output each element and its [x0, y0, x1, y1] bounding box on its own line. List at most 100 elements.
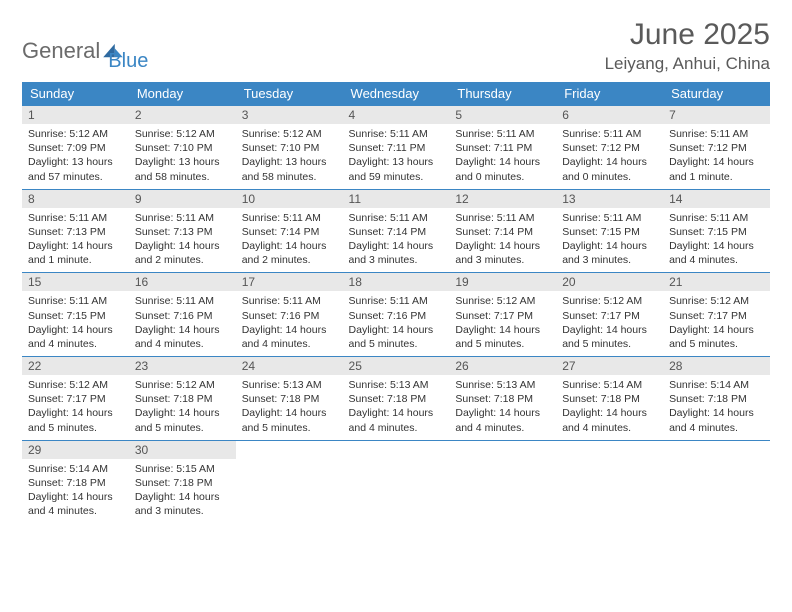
daylight-line: Daylight: 14 hours and 4 minutes. [562, 406, 657, 434]
sunset-line: Sunset: 7:13 PM [28, 225, 123, 239]
sunrise-line: Sunrise: 5:11 AM [349, 294, 444, 308]
daylight-line: Daylight: 14 hours and 4 minutes. [455, 406, 550, 434]
weekday-col-5: Friday [556, 82, 663, 106]
sunset-line: Sunset: 7:18 PM [135, 392, 230, 406]
day-number: 6 [556, 106, 663, 124]
sunset-line: Sunset: 7:16 PM [349, 309, 444, 323]
day-number: 3 [236, 106, 343, 124]
sunset-line: Sunset: 7:17 PM [28, 392, 123, 406]
calendar-cell: 25Sunrise: 5:13 AMSunset: 7:18 PMDayligh… [343, 357, 450, 441]
daylight-line: Daylight: 14 hours and 4 minutes. [349, 406, 444, 434]
sunset-line: Sunset: 7:11 PM [455, 141, 550, 155]
day-number: 22 [22, 357, 129, 375]
day-number: 17 [236, 273, 343, 291]
day-details: Sunrise: 5:11 AMSunset: 7:16 PMDaylight:… [343, 291, 450, 356]
calendar-cell: 18Sunrise: 5:11 AMSunset: 7:16 PMDayligh… [343, 273, 450, 357]
calendar-cell: 23Sunrise: 5:12 AMSunset: 7:18 PMDayligh… [129, 357, 236, 441]
day-number: 29 [22, 441, 129, 459]
sunset-line: Sunset: 7:10 PM [242, 141, 337, 155]
day-details: Sunrise: 5:11 AMSunset: 7:16 PMDaylight:… [236, 291, 343, 356]
daylight-line: Daylight: 14 hours and 5 minutes. [349, 323, 444, 351]
sunrise-line: Sunrise: 5:13 AM [242, 378, 337, 392]
calendar-cell [663, 440, 770, 523]
day-details: Sunrise: 5:11 AMSunset: 7:12 PMDaylight:… [556, 124, 663, 189]
day-number: 15 [22, 273, 129, 291]
day-number: 1 [22, 106, 129, 124]
calendar-cell: 27Sunrise: 5:14 AMSunset: 7:18 PMDayligh… [556, 357, 663, 441]
calendar-cell: 30Sunrise: 5:15 AMSunset: 7:18 PMDayligh… [129, 440, 236, 523]
calendar-cell: 10Sunrise: 5:11 AMSunset: 7:14 PMDayligh… [236, 189, 343, 273]
sunrise-line: Sunrise: 5:11 AM [455, 127, 550, 141]
sunset-line: Sunset: 7:15 PM [28, 309, 123, 323]
sunrise-line: Sunrise: 5:11 AM [242, 211, 337, 225]
weekday-col-6: Saturday [663, 82, 770, 106]
calendar-cell [236, 440, 343, 523]
sunset-line: Sunset: 7:13 PM [135, 225, 230, 239]
calendar-body: 1Sunrise: 5:12 AMSunset: 7:09 PMDaylight… [22, 106, 770, 523]
sunrise-line: Sunrise: 5:12 AM [242, 127, 337, 141]
logo-word-2: Blue [108, 50, 148, 73]
sunrise-line: Sunrise: 5:13 AM [349, 378, 444, 392]
calendar-cell: 19Sunrise: 5:12 AMSunset: 7:17 PMDayligh… [449, 273, 556, 357]
daylight-line: Daylight: 13 hours and 59 minutes. [349, 155, 444, 183]
sunrise-line: Sunrise: 5:12 AM [28, 378, 123, 392]
day-details: Sunrise: 5:12 AMSunset: 7:17 PMDaylight:… [449, 291, 556, 356]
month-title: June 2025 [605, 18, 770, 52]
day-details: Sunrise: 5:12 AMSunset: 7:10 PMDaylight:… [129, 124, 236, 189]
calendar-cell [449, 440, 556, 523]
day-details: Sunrise: 5:13 AMSunset: 7:18 PMDaylight:… [343, 375, 450, 440]
day-details: Sunrise: 5:14 AMSunset: 7:18 PMDaylight:… [22, 459, 129, 524]
day-number: 13 [556, 190, 663, 208]
sunset-line: Sunset: 7:12 PM [669, 141, 764, 155]
title-block: June 2025 Leiyang, Anhui, China [605, 18, 770, 74]
day-number: 28 [663, 357, 770, 375]
day-details: Sunrise: 5:14 AMSunset: 7:18 PMDaylight:… [556, 375, 663, 440]
daylight-line: Daylight: 14 hours and 5 minutes. [562, 323, 657, 351]
calendar-cell: 17Sunrise: 5:11 AMSunset: 7:16 PMDayligh… [236, 273, 343, 357]
sunrise-line: Sunrise: 5:12 AM [455, 294, 550, 308]
calendar-cell: 16Sunrise: 5:11 AMSunset: 7:16 PMDayligh… [129, 273, 236, 357]
sunrise-line: Sunrise: 5:11 AM [28, 211, 123, 225]
sunrise-line: Sunrise: 5:11 AM [28, 294, 123, 308]
sunset-line: Sunset: 7:17 PM [455, 309, 550, 323]
calendar-cell: 8Sunrise: 5:11 AMSunset: 7:13 PMDaylight… [22, 189, 129, 273]
daylight-line: Daylight: 14 hours and 5 minutes. [28, 406, 123, 434]
day-details: Sunrise: 5:11 AMSunset: 7:16 PMDaylight:… [129, 291, 236, 356]
weekday-col-4: Thursday [449, 82, 556, 106]
day-number: 20 [556, 273, 663, 291]
day-number: 18 [343, 273, 450, 291]
sunset-line: Sunset: 7:18 PM [28, 476, 123, 490]
day-number: 2 [129, 106, 236, 124]
daylight-line: Daylight: 14 hours and 4 minutes. [28, 490, 123, 518]
calendar-cell: 20Sunrise: 5:12 AMSunset: 7:17 PMDayligh… [556, 273, 663, 357]
day-details: Sunrise: 5:11 AMSunset: 7:11 PMDaylight:… [449, 124, 556, 189]
sunrise-line: Sunrise: 5:14 AM [28, 462, 123, 476]
day-details: Sunrise: 5:15 AMSunset: 7:18 PMDaylight:… [129, 459, 236, 524]
day-number: 5 [449, 106, 556, 124]
day-number: 19 [449, 273, 556, 291]
sunrise-line: Sunrise: 5:11 AM [669, 211, 764, 225]
sunset-line: Sunset: 7:16 PM [242, 309, 337, 323]
daylight-line: Daylight: 14 hours and 3 minutes. [349, 239, 444, 267]
sunset-line: Sunset: 7:18 PM [135, 476, 230, 490]
sunrise-line: Sunrise: 5:11 AM [349, 127, 444, 141]
daylight-line: Daylight: 14 hours and 4 minutes. [669, 406, 764, 434]
sunrise-line: Sunrise: 5:11 AM [349, 211, 444, 225]
day-details: Sunrise: 5:11 AMSunset: 7:13 PMDaylight:… [22, 208, 129, 273]
calendar-week-row: 22Sunrise: 5:12 AMSunset: 7:17 PMDayligh… [22, 357, 770, 441]
sunrise-line: Sunrise: 5:12 AM [562, 294, 657, 308]
calendar-cell: 24Sunrise: 5:13 AMSunset: 7:18 PMDayligh… [236, 357, 343, 441]
day-number: 4 [343, 106, 450, 124]
sunrise-line: Sunrise: 5:11 AM [135, 294, 230, 308]
sunrise-line: Sunrise: 5:12 AM [669, 294, 764, 308]
calendar-cell: 13Sunrise: 5:11 AMSunset: 7:15 PMDayligh… [556, 189, 663, 273]
sunrise-line: Sunrise: 5:12 AM [135, 378, 230, 392]
day-number: 14 [663, 190, 770, 208]
day-details: Sunrise: 5:12 AMSunset: 7:17 PMDaylight:… [663, 291, 770, 356]
calendar-cell: 12Sunrise: 5:11 AMSunset: 7:14 PMDayligh… [449, 189, 556, 273]
daylight-line: Daylight: 14 hours and 4 minutes. [242, 323, 337, 351]
day-details: Sunrise: 5:12 AMSunset: 7:10 PMDaylight:… [236, 124, 343, 189]
day-details: Sunrise: 5:12 AMSunset: 7:18 PMDaylight:… [129, 375, 236, 440]
sunrise-line: Sunrise: 5:11 AM [669, 127, 764, 141]
calendar-table: Sunday Monday Tuesday Wednesday Thursday… [22, 82, 770, 523]
